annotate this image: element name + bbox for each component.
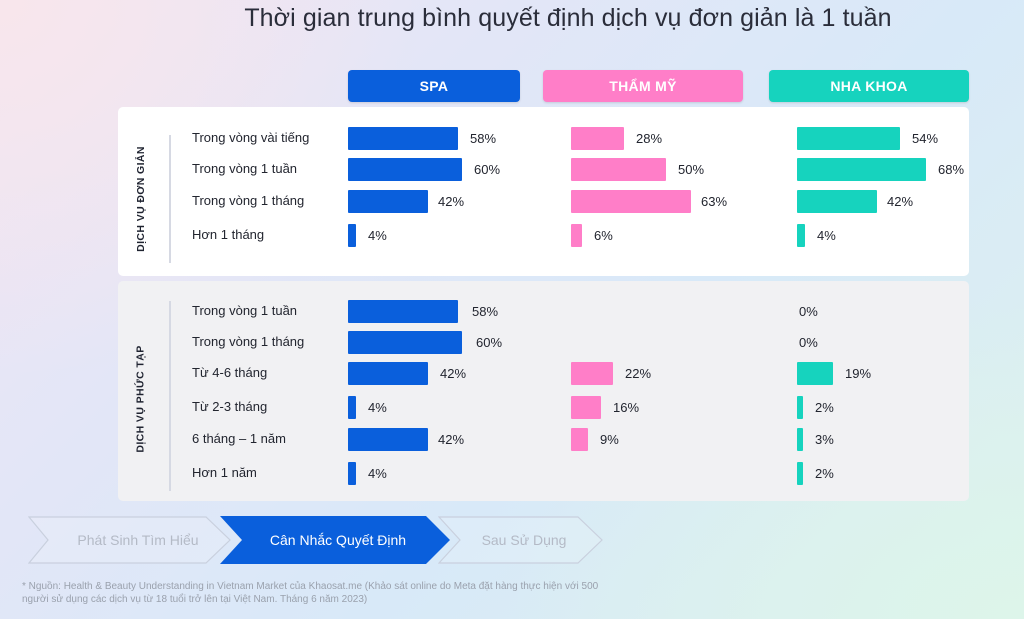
step-phat-sinh-tim-hieu[interactable]: Phát Sinh Tìm Hiểu	[28, 516, 232, 564]
value-label-spa: 42%	[440, 366, 467, 381]
bar-nha-khoa	[797, 396, 803, 419]
bar-nha-khoa	[797, 224, 805, 247]
value-label-nha-khoa: 0%	[799, 304, 818, 319]
bar-tham-my	[571, 158, 666, 181]
value-label-tham-my: 28%	[636, 131, 663, 146]
bar-tham-my	[571, 127, 624, 150]
value-label-spa: 4%	[368, 400, 387, 415]
value-label-tham-my: 50%	[678, 162, 705, 177]
bar-tham-my	[571, 362, 613, 385]
value-label-nha-khoa: 4%	[817, 228, 836, 243]
bar-tham-my	[571, 396, 601, 419]
value-label-tham-my: 9%	[600, 432, 619, 447]
value-label-nha-khoa: 2%	[815, 466, 834, 481]
bar-spa	[348, 428, 428, 451]
bar-spa	[348, 396, 356, 419]
value-label-tham-my: 16%	[613, 400, 640, 415]
page-title: Thời gian trung bình quyết định dịch vụ …	[244, 4, 892, 32]
column-header-nha-khoa: NHA KHOA	[769, 70, 969, 102]
value-label-spa: 4%	[368, 466, 387, 481]
step-can-nhac-quyet-dinh[interactable]: Cân Nhắc Quyết Định	[220, 516, 450, 564]
value-label-nha-khoa: 2%	[815, 400, 834, 415]
bar-spa	[348, 190, 428, 213]
bar-nha-khoa	[797, 362, 833, 385]
column-header-tham-my: THẨM MỸ	[543, 70, 743, 102]
value-label-spa: 58%	[470, 131, 497, 146]
bar-nha-khoa	[797, 127, 900, 150]
value-label-spa: 58%	[472, 304, 499, 319]
bar-nha-khoa	[797, 428, 803, 451]
value-label-spa: 42%	[438, 194, 465, 209]
row-label: Trong vòng 1 tuần	[192, 303, 298, 318]
bar-spa	[348, 362, 428, 385]
bar-spa	[348, 331, 462, 354]
row-label: Trong vòng 1 tháng	[192, 193, 305, 208]
journey-steps: Phát Sinh Tìm Hiểu Cân Nhắc Quyết Định S…	[28, 516, 608, 564]
section-label-simple: DỊCH VỤ ĐƠN GIẢN	[135, 146, 147, 252]
value-label-nha-khoa: 42%	[887, 194, 914, 209]
row-label: Từ 4-6 tháng	[192, 365, 268, 380]
bar-spa	[348, 224, 356, 247]
row-label: Trong vòng 1 tuần	[192, 161, 298, 176]
value-label-nha-khoa: 19%	[845, 366, 872, 381]
bar-spa	[348, 462, 356, 485]
value-label-spa: 60%	[474, 162, 501, 177]
value-label-nha-khoa: 0%	[799, 335, 818, 350]
bar-spa	[348, 158, 462, 181]
step-sau-su-dung[interactable]: Sau Sử Dụng	[438, 516, 604, 564]
row-label: Trong vòng 1 tháng	[192, 334, 305, 349]
bar-tham-my	[571, 224, 582, 247]
bar-tham-my	[571, 428, 588, 451]
bar-nha-khoa	[797, 462, 803, 485]
bar-tham-my	[571, 190, 691, 213]
source-footnote: * Nguồn: Health & Beauty Understanding i…	[22, 581, 599, 605]
row-label: Hơn 1 năm	[192, 465, 257, 480]
row-label: Trong vòng vài tiếng	[192, 130, 310, 145]
value-label-tham-my: 63%	[701, 194, 728, 209]
value-label-tham-my: 6%	[594, 228, 613, 243]
bar-spa	[348, 127, 458, 150]
complex-services-panel: DỊCH VỤ PHỨC TẠP	[118, 281, 969, 501]
row-label: Hơn 1 tháng	[192, 227, 265, 242]
bar-nha-khoa	[797, 158, 926, 181]
section-divider	[169, 301, 171, 491]
section-divider	[169, 135, 171, 263]
value-label-spa: 42%	[438, 432, 465, 447]
value-label-tham-my: 22%	[625, 366, 652, 381]
column-header-spa: SPA	[348, 70, 520, 102]
value-label-nha-khoa: 3%	[815, 432, 834, 447]
value-label-nha-khoa: 68%	[938, 162, 965, 177]
value-label-spa: 60%	[476, 335, 503, 350]
chevron-step-shape	[28, 516, 231, 564]
value-label-spa: 4%	[368, 228, 387, 243]
row-label: Từ 2-3 tháng	[192, 399, 268, 414]
bar-spa	[348, 300, 458, 323]
value-label-nha-khoa: 54%	[912, 131, 939, 146]
bar-nha-khoa	[797, 190, 877, 213]
chevron-step-shape	[220, 516, 450, 564]
row-label: 6 tháng – 1 năm	[192, 431, 286, 446]
chevron-step-shape	[438, 516, 603, 564]
section-label-complex: DỊCH VỤ PHỨC TẠP	[135, 345, 148, 453]
